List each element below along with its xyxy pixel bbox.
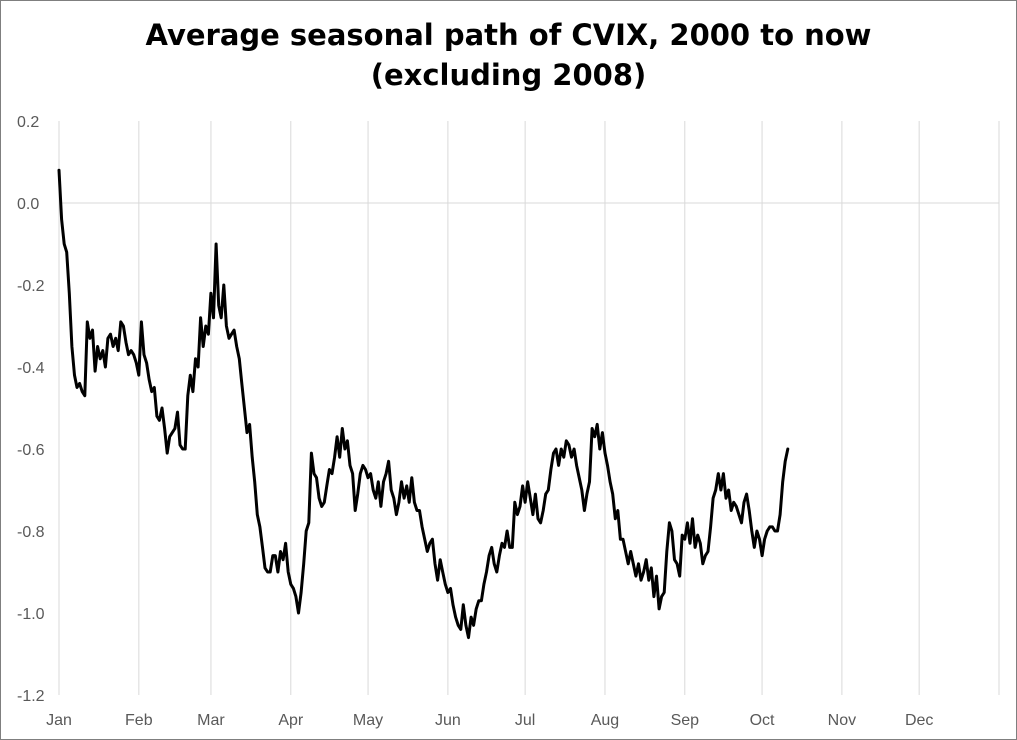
chart-title: Average seasonal path of CVIX, 2000 to n…	[1, 15, 1016, 95]
x-tick-label-jul: Jul	[515, 712, 535, 729]
x-tick-label-feb: Feb	[125, 712, 153, 729]
y-tick-label: -1.0	[17, 606, 45, 623]
x-axis: Jan Feb Mar Apr May Jun Jul Aug Sep Oct Nov Dec	[46, 712, 933, 729]
x-tick-label-oct: Oct	[750, 712, 775, 729]
x-tick-label-may: May	[353, 712, 383, 729]
y-tick-label: -0.2	[17, 278, 45, 295]
x-tick-label-aug: Aug	[591, 712, 619, 729]
x-tick-label-nov: Nov	[828, 712, 856, 729]
x-tick-label-jan: Jan	[46, 712, 72, 729]
y-tick-label: -1.2	[17, 688, 45, 705]
gridlines	[58, 121, 1000, 695]
x-tick-label-jun: Jun	[435, 712, 461, 729]
y-tick-label: -0.4	[17, 360, 45, 377]
chart-title-line-1: Average seasonal path of CVIX, 2000 to n…	[145, 18, 872, 52]
chart-title-line-2: (excluding 2008)	[370, 58, 647, 92]
y-tick-label: -0.6	[17, 442, 45, 459]
y-tick-label: -0.8	[17, 524, 45, 541]
x-tick-label-dec: Dec	[905, 712, 933, 729]
x-tick-label-apr: Apr	[278, 712, 304, 729]
series-line-0	[57, 168, 790, 640]
series-group	[57, 168, 790, 640]
y-axis: 0.2 0.0 -0.2 -0.4 -0.6 -0.8 -1.0 -1.2	[17, 114, 45, 705]
x-tick-label-mar: Mar	[197, 712, 225, 729]
y-tick-label: 0.2	[17, 114, 39, 131]
y-tick-label: 0.0	[17, 196, 39, 213]
x-tick-label-sep: Sep	[671, 712, 700, 729]
